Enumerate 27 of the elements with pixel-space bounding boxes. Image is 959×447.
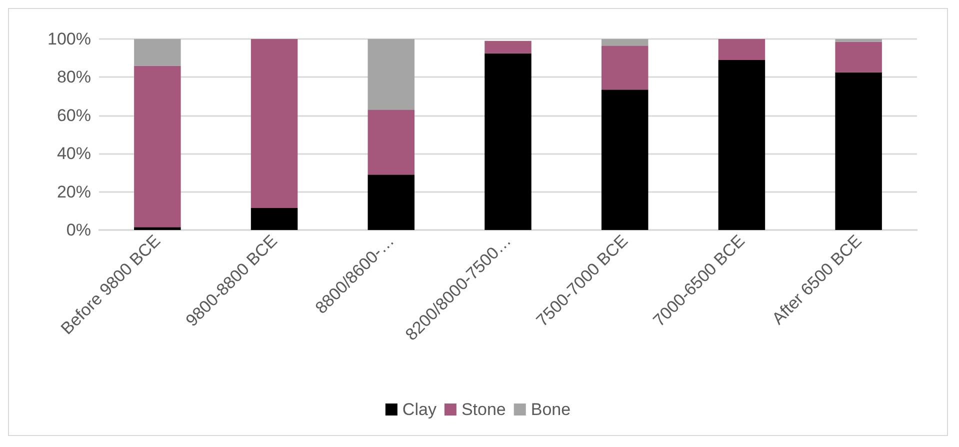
bar — [368, 174, 415, 230]
bar — [718, 60, 766, 230]
bar — [835, 39, 882, 42]
bar — [718, 39, 766, 60]
bar — [601, 46, 648, 90]
y-tick-label: 100% — [48, 30, 91, 48]
bar — [484, 53, 532, 230]
y-tick-label: 80% — [56, 68, 91, 87]
y-tick-label: 0% — [66, 220, 91, 240]
bar — [835, 42, 882, 72]
y-tick-label: 60% — [56, 106, 91, 125]
legend-label: Stone — [461, 400, 506, 419]
bar — [134, 39, 181, 66]
bar — [484, 40, 532, 54]
bar — [368, 39, 415, 110]
bar — [601, 90, 648, 230]
bar — [835, 72, 882, 230]
y-tick-label: 20% — [56, 182, 91, 202]
bar — [250, 39, 298, 208]
bar — [250, 208, 298, 230]
bar — [368, 110, 415, 175]
legend-label: Clay — [402, 400, 437, 419]
bar — [134, 227, 181, 230]
bar — [601, 39, 648, 46]
legend-label: Bone — [530, 400, 571, 419]
y-tick-label: 40% — [56, 144, 91, 164]
bar — [134, 66, 181, 228]
